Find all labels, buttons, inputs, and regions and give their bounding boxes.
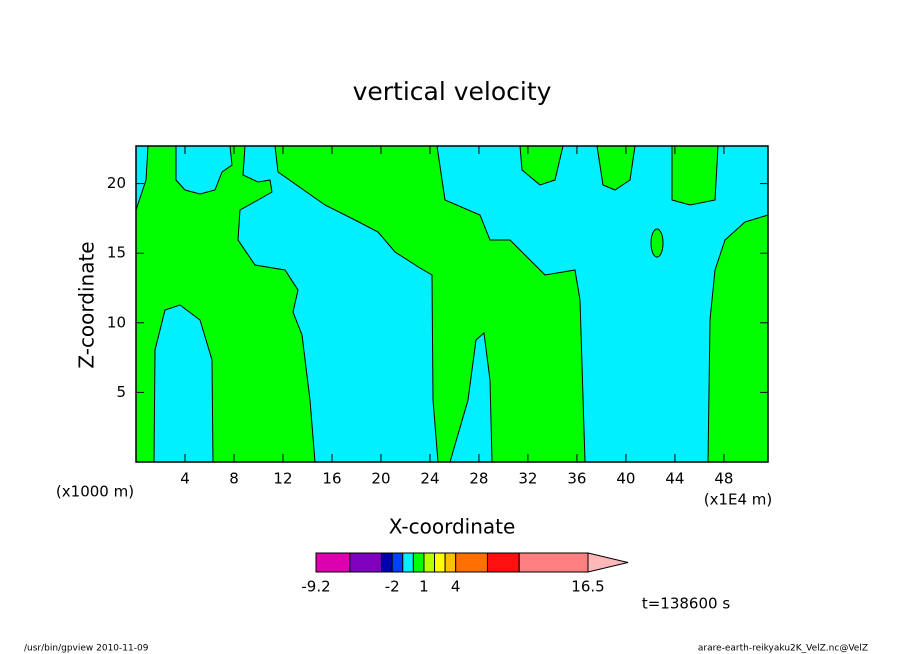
y-tick-label: 5 — [116, 383, 126, 401]
colorbar-segment — [518, 552, 589, 573]
colorbar-segment — [455, 552, 488, 573]
x-tick-label: 44 — [665, 470, 684, 488]
colorbar-segment — [412, 552, 425, 573]
y-unit-label: (x1000 m) — [56, 483, 134, 501]
chart-title: vertical velocity — [353, 77, 552, 106]
footer-left: /usr/bin/gpview 2010-11-09 — [24, 644, 149, 654]
plot-frame — [135, 145, 769, 463]
x-tick-label: 16 — [322, 470, 341, 488]
y-tick-label: 10 — [107, 313, 126, 331]
colorbar-segment — [486, 552, 520, 573]
x-tick-label: 28 — [469, 470, 488, 488]
contour-region — [175, 145, 233, 195]
y-tick-label: 15 — [107, 244, 126, 262]
colorbar-segment — [434, 552, 446, 573]
contour-region — [237, 145, 439, 463]
colorbar-tick-label: 16.5 — [571, 578, 604, 596]
colorbar-tick-label: 1 — [419, 578, 429, 596]
time-label: t=138600 s — [642, 595, 730, 613]
colorbar-segment — [381, 552, 393, 573]
x-tick-label: 36 — [567, 470, 586, 488]
contour-region — [153, 304, 214, 463]
colorbar-extension — [587, 552, 629, 573]
x-tick-label: 12 — [273, 470, 292, 488]
colorbar-tick-label: 4 — [451, 578, 461, 596]
plot-area — [135, 145, 769, 463]
x-unit-label: (x1E4 m) — [704, 491, 773, 509]
colorbar-segment — [391, 552, 404, 573]
colorbar-segment — [444, 552, 457, 573]
colorbar-segment — [423, 552, 436, 573]
x-axis-label: X-coordinate — [389, 515, 516, 539]
x-tick-label: 24 — [420, 470, 439, 488]
contour-group — [135, 145, 769, 463]
y-axis-label: Z-coordinate — [75, 241, 99, 368]
x-tick-label: 8 — [229, 470, 239, 488]
colorbar-segment — [402, 552, 414, 573]
footer-right: arare-earth-reikyaku2K_VelZ.nc@VelZ — [698, 644, 868, 654]
colorbar-tick-label: -2 — [385, 578, 400, 596]
y-tick-label: 20 — [107, 174, 126, 192]
x-tick-label: 20 — [371, 470, 390, 488]
colorbar-segment — [349, 552, 383, 573]
x-tick-label: 40 — [616, 470, 635, 488]
x-tick-label: 48 — [714, 470, 733, 488]
contour-region — [650, 228, 664, 258]
x-tick-label: 4 — [180, 470, 190, 488]
colorbar-segment — [315, 552, 351, 573]
x-tick-label: 32 — [518, 470, 537, 488]
colorbar-tick-label: -9.2 — [301, 578, 330, 596]
